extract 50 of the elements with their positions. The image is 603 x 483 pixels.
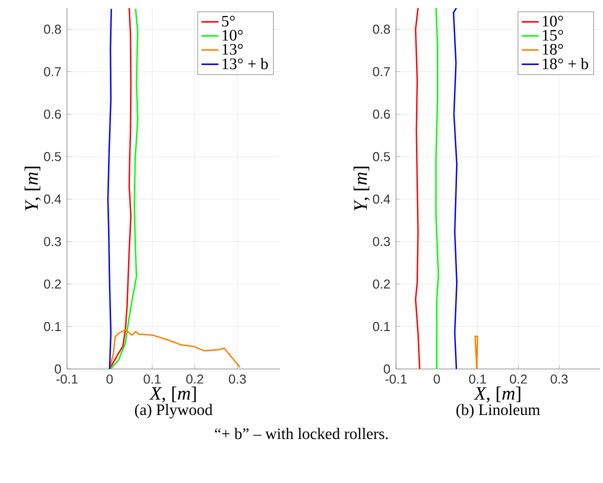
legend-label: 18° <box>542 44 563 55</box>
y-tick-label: 0.1 <box>372 322 390 332</box>
y-tick-label: 0.4 <box>44 194 62 204</box>
y-tick-label: 0.6 <box>372 110 390 119</box>
x-tick-label: 0.3 <box>228 374 246 384</box>
line-series <box>414 8 420 369</box>
y-tick-label: 0.3 <box>44 236 61 246</box>
line-series <box>435 8 440 369</box>
y-tick-label: 0.5 <box>372 152 390 162</box>
y-tick-label: 0.4 <box>372 194 390 204</box>
y-tick-label: 0.7 <box>44 67 61 76</box>
y-tick-label: 0.5 <box>44 152 61 162</box>
x-axis-title: X, [m] <box>474 386 520 403</box>
text: (a) Plywood <box>135 404 212 418</box>
legend-label: 10° <box>222 30 243 41</box>
text: “+ b” – with locked rollers. <box>215 428 388 440</box>
y-tick-label: 0.8 <box>372 24 390 34</box>
y-tick-label: 0 <box>384 364 390 374</box>
x-tick-label: -0.1 <box>56 374 78 384</box>
x-tick-label: 0 <box>434 374 440 384</box>
line-series <box>108 8 132 369</box>
line-series <box>108 329 241 369</box>
x-tick-label: 0.3 <box>550 374 568 384</box>
text: (b) Linoleum <box>456 404 540 418</box>
x-axis-title: X, [m] <box>149 386 196 403</box>
y-tick-label: 0.2 <box>44 279 61 289</box>
legend-label: 18° + b <box>542 58 588 70</box>
y-tick-label: 0 <box>54 364 61 374</box>
y-tick-label: 0.2 <box>372 279 390 289</box>
x-tick-label: 0.1 <box>144 374 161 384</box>
x-tick-label: 0.2 <box>510 374 527 384</box>
legend-label: 13° + b <box>222 58 268 70</box>
y-tick-label: 0.6 <box>44 110 61 119</box>
line-series <box>110 8 138 369</box>
y-tick-label: 0.1 <box>44 322 61 332</box>
y-tick-label: 0.8 <box>44 24 61 34</box>
line-series <box>107 8 112 369</box>
x-tick-label: 0.1 <box>469 374 486 384</box>
x-tick-label: -0.1 <box>385 374 407 384</box>
y-axis-title: Y, [m] <box>24 166 41 211</box>
x-tick-label: 0.2 <box>186 374 204 384</box>
x-tick-label: 0 <box>106 374 113 384</box>
legend-label: 5° <box>222 16 235 27</box>
legend-label: 13° <box>222 44 243 55</box>
legend-label: 15° <box>542 30 563 41</box>
line-series <box>452 8 458 369</box>
y-axis-title: Y, [m] <box>354 166 370 211</box>
y-tick-label: 0.3 <box>372 236 390 246</box>
legend-label: 10° <box>542 16 563 27</box>
y-tick-label: 0.7 <box>372 67 390 76</box>
